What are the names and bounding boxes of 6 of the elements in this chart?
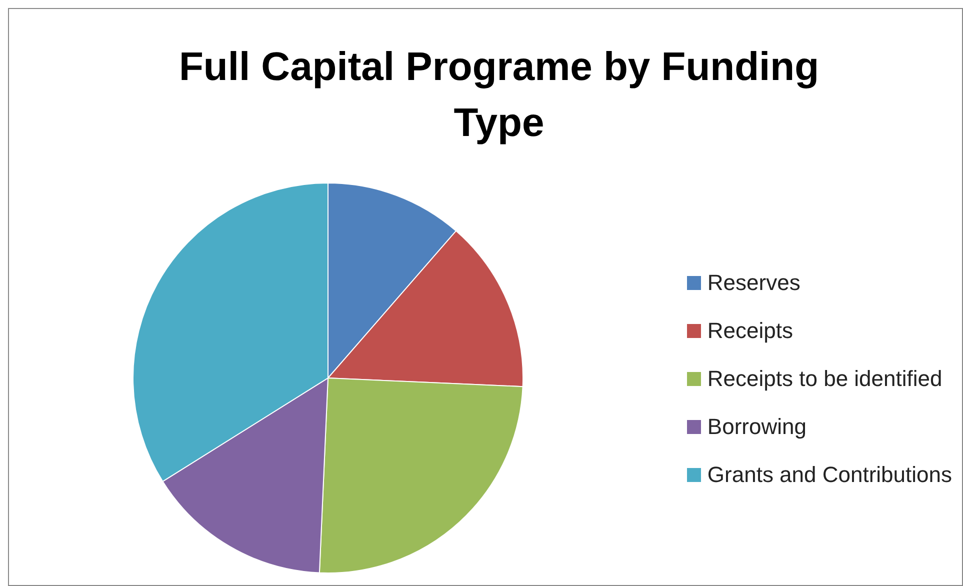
legend-label: Receipts to be identified: [707, 365, 942, 393]
chart-title: Full Capital Programe by Funding Type: [178, 44, 820, 147]
legend-label: Reserves: [707, 269, 800, 297]
legend-label: Receipts: [707, 317, 794, 345]
legend-label: Borrowing: [707, 413, 806, 441]
legend-label: Grants and Contributions: [707, 461, 952, 489]
